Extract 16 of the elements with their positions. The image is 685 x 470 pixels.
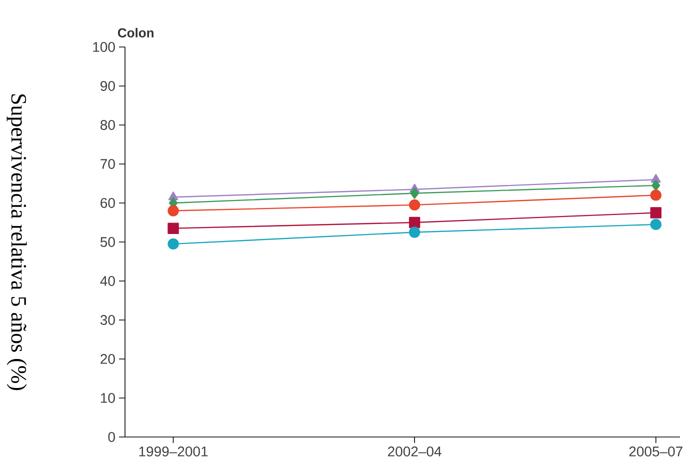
y-tick-label: 80 — [100, 120, 115, 130]
y-tick-label: 10 — [100, 393, 115, 403]
y-tick-label: 40 — [100, 276, 115, 286]
y-tick-label: 100 — [93, 42, 115, 52]
y-tick-label: 0 — [108, 432, 115, 442]
y-tick-label: 60 — [100, 198, 115, 208]
y-tick-label: 20 — [100, 354, 115, 364]
y-axis-title: Supervivencia relativa 5 años (%) — [6, 94, 27, 390]
x-tick-label: 2002–04 — [388, 446, 442, 456]
y-tick-label: 70 — [100, 159, 115, 169]
chart-title: Colon — [118, 28, 154, 38]
y-tick-label: 30 — [100, 315, 115, 325]
x-tick-label: 1999–2001 — [139, 446, 208, 456]
x-tick-label: 2005–07 — [629, 446, 682, 456]
y-tick-label: 50 — [100, 237, 115, 247]
y-tick-label: 90 — [100, 81, 115, 91]
